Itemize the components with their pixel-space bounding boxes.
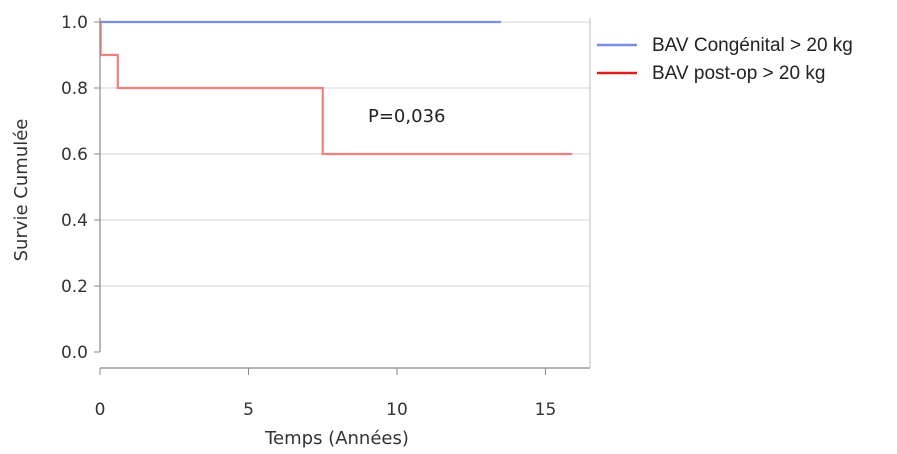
- x-tick-label: 5: [243, 400, 254, 420]
- x-axis-title: Temps (Années): [264, 428, 409, 449]
- y-tick-label: 0.2: [61, 277, 88, 297]
- y-tick-label: 0.4: [61, 211, 88, 231]
- axes: [94, 18, 591, 375]
- y-tick-label: 0.8: [61, 79, 88, 99]
- y-tick-label: 1.0: [61, 13, 88, 33]
- p-value-annotation: P=0,036: [368, 106, 445, 127]
- tick-labels: 0.0 0.2 0.4 0.6 0.8 1.0 0 5 10 15: [61, 13, 556, 420]
- y-tick-label: 0.6: [61, 145, 88, 165]
- legend-label-2: BAV post-op > 20 kg: [652, 63, 825, 84]
- y-tick-label: 0.0: [61, 343, 88, 363]
- x-tick-label: 0: [95, 400, 106, 420]
- x-tick-label: 15: [535, 400, 557, 420]
- x-tick-label: 10: [386, 400, 408, 420]
- legend: BAV Congénital > 20 kg BAV post-op > 20 k…: [597, 35, 853, 84]
- y-axis-title: Survie Cumulée: [11, 119, 32, 262]
- legend-label-1: BAV Congénital > 20 kg: [652, 35, 853, 56]
